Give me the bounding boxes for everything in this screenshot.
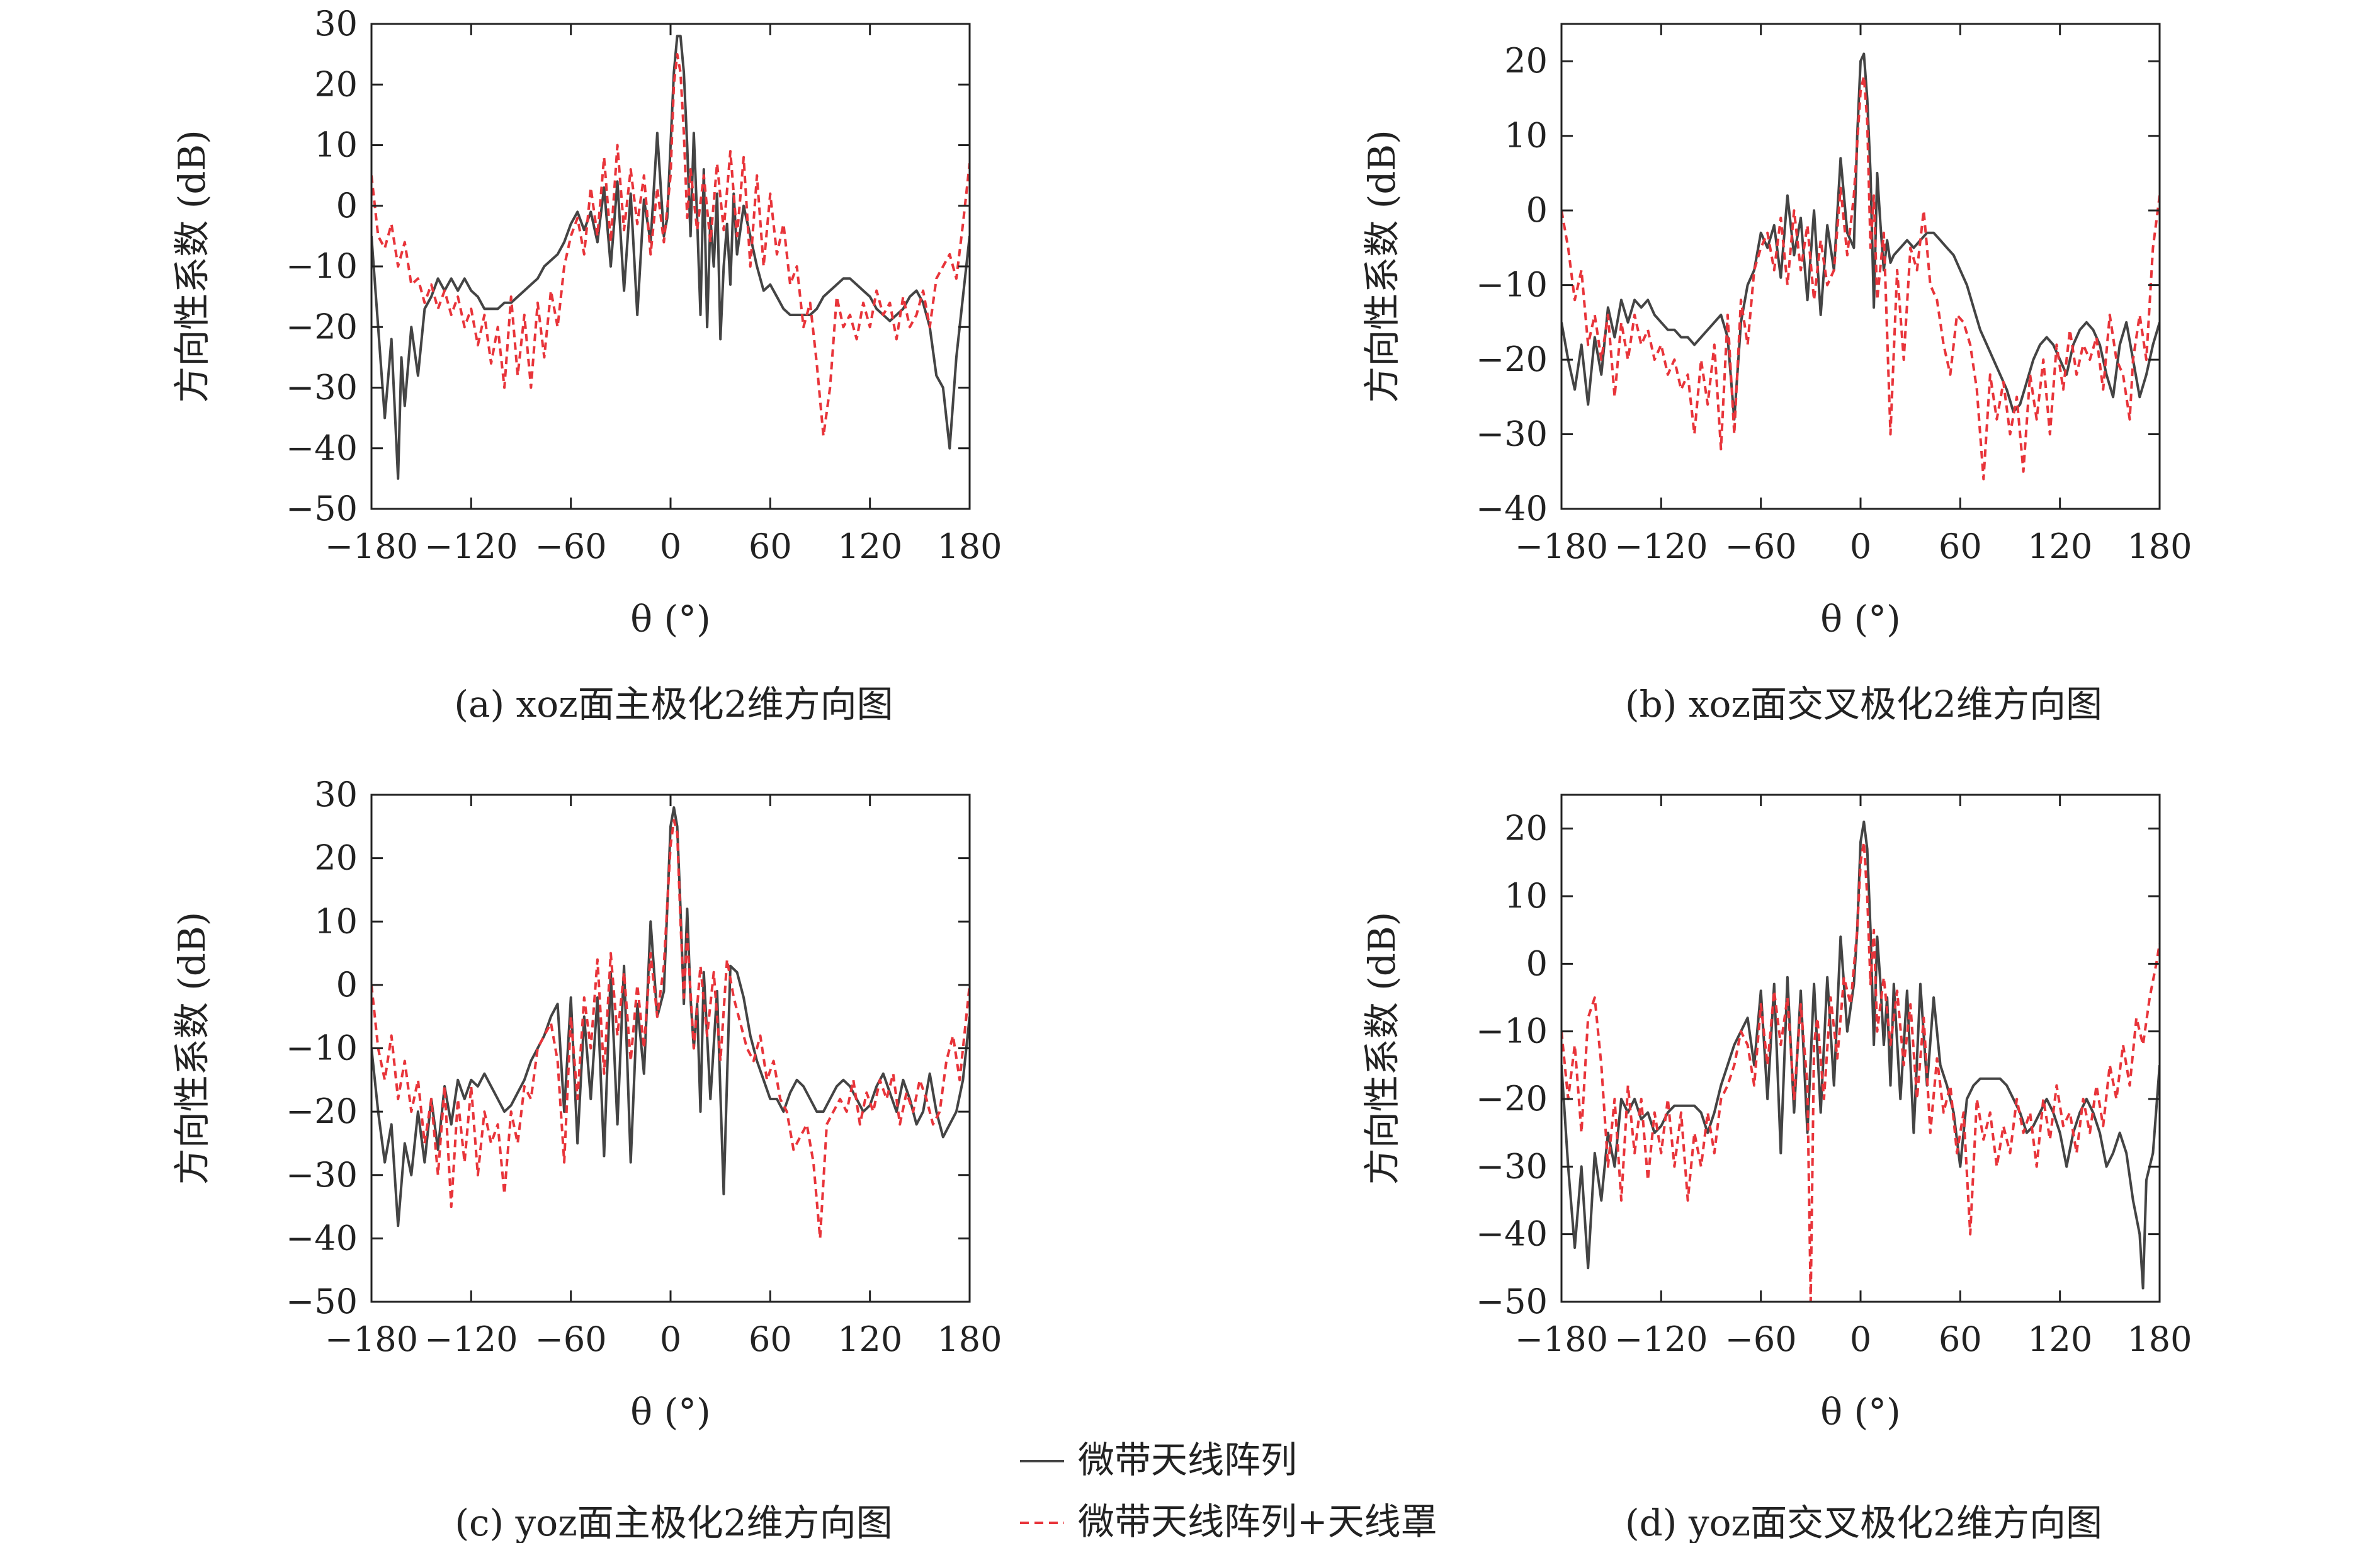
x-axis-label: θ (°) — [1820, 1391, 1901, 1433]
x-tick-label: 0 — [660, 1319, 681, 1359]
y-tick-label: −30 — [1476, 1146, 1548, 1186]
x-tick-label: −180 — [325, 1319, 418, 1359]
x-tick-label: 180 — [2127, 1319, 2192, 1359]
x-tick-label: −180 — [1515, 1319, 1608, 1359]
panel-caption: (a) xoz面主极化2维方向图 — [454, 683, 893, 726]
series-array-line — [1561, 52, 2160, 421]
y-tick-label: −20 — [286, 307, 358, 346]
y-tick-label: 20 — [314, 838, 358, 878]
y-tick-label: −40 — [1476, 489, 1548, 528]
x-tick-label: 120 — [2027, 527, 2092, 566]
y-tick-label: 20 — [314, 64, 358, 104]
panel-caption: (d) yoz面交叉极化2维方向图 — [1625, 1501, 2102, 1543]
plot-frame — [370, 23, 971, 510]
y-tick-label: 20 — [1504, 41, 1548, 81]
y-tick-label: −10 — [1476, 265, 1548, 305]
y-tick-label: 0 — [336, 186, 358, 225]
y-tick-label: 0 — [1526, 190, 1548, 230]
panel-d: −180 −120 −60 0 60 120 180 −50 −40 −30 −20 −10 0 10 20… — [1361, 794, 2192, 1543]
series-array-radome-line — [371, 53, 970, 438]
x-tick-label: −180 — [325, 527, 418, 566]
y-tick-label: 10 — [1504, 876, 1548, 916]
panel-caption: (c) yoz面主极化2维方向图 — [455, 1501, 892, 1543]
y-tick-label: −50 — [286, 1282, 358, 1321]
x-axis-label: θ (°) — [630, 598, 711, 641]
x-tick-label: 0 — [660, 527, 681, 566]
y-axis-label: 方向性系数 (dB) — [171, 130, 213, 402]
x-tick-label: 60 — [749, 527, 792, 566]
y-tick-label: −40 — [1476, 1214, 1548, 1254]
x-tick-label: −60 — [1725, 1319, 1797, 1359]
y-tick-label: −30 — [286, 1155, 358, 1195]
x-tick-label: 180 — [937, 527, 1002, 566]
x-tick-label: 60 — [1939, 527, 1982, 566]
panel-caption: (b) xoz面交叉极化2维方向图 — [1625, 683, 2102, 726]
series-array-line — [371, 806, 970, 1227]
x-tick-label: 60 — [749, 1319, 792, 1359]
series-array-line — [371, 35, 970, 480]
series-array-line — [1561, 820, 2160, 1290]
series-array-radome-line — [1561, 841, 2160, 1302]
legend-entry-1: 微带天线阵列+天线罩 — [1078, 1500, 1437, 1543]
x-tick-label: 60 — [1939, 1319, 1982, 1359]
panel-a: −180 −120 −60 0 60 120 180 −50 −40 −30 −20 −10 0 10 20… — [171, 4, 1002, 726]
panel-c: −180 −120 −60 0 60 120 180 −50 −40 −30 −20 −10 0 10 20… — [171, 775, 1002, 1543]
x-tick-label: −60 — [535, 1319, 607, 1359]
y-tick-label: 10 — [314, 125, 358, 165]
y-tick-label: −10 — [1476, 1011, 1548, 1051]
x-tick-label: −120 — [424, 1319, 518, 1359]
x-tick-label: −120 — [1614, 1319, 1708, 1359]
x-tick-label: 120 — [2027, 1319, 2092, 1359]
y-tick-label: −20 — [1476, 339, 1548, 379]
y-tick-label: −50 — [286, 489, 358, 528]
y-tick-label: 30 — [314, 4, 358, 43]
x-tick-label: 120 — [837, 1319, 902, 1359]
x-tick-label: −60 — [535, 527, 607, 566]
y-tick-label: −20 — [286, 1091, 358, 1131]
panel-b: −180 −120 −60 0 60 120 180 −40 −30 −20 −10 0 10 20 θ (… — [1361, 23, 2192, 726]
y-tick-label: −30 — [286, 368, 358, 407]
y-tick-label: −10 — [286, 1028, 358, 1068]
y-tick-label: 30 — [314, 775, 358, 814]
y-tick-label: 10 — [314, 901, 358, 941]
x-axis-label: θ (°) — [1820, 598, 1901, 641]
y-tick-label: −20 — [1476, 1079, 1548, 1119]
y-tick-label: −40 — [286, 1218, 358, 1258]
y-tick-label: −10 — [286, 246, 358, 286]
y-tick-label: 0 — [336, 965, 358, 1005]
x-tick-label: 180 — [2127, 527, 2192, 566]
y-axis-label: 方向性系数 (dB) — [1361, 130, 1403, 402]
y-tick-label: −40 — [286, 428, 358, 468]
x-tick-label: −60 — [1725, 527, 1797, 566]
x-tick-label: −120 — [1614, 527, 1708, 566]
legend: 微带天线阵列 微带天线阵列+天线罩 — [1020, 1438, 1437, 1543]
y-tick-label: 10 — [1504, 116, 1548, 156]
y-tick-label: −50 — [1476, 1282, 1548, 1321]
y-axis-label: 方向性系数 (dB) — [171, 912, 213, 1185]
x-tick-label: −120 — [424, 527, 518, 566]
series-array-radome-line — [371, 819, 970, 1240]
x-tick-label: 0 — [1850, 527, 1871, 566]
x-tick-label: −180 — [1515, 527, 1608, 566]
plot-frame — [370, 794, 971, 1303]
x-tick-label: 0 — [1850, 1319, 1871, 1359]
y-tick-label: 0 — [1526, 943, 1548, 983]
y-axis-label: 方向性系数 (dB) — [1361, 912, 1403, 1185]
y-tick-label: −30 — [1476, 414, 1548, 454]
legend-entry-0: 微带天线阵列 — [1078, 1438, 1297, 1481]
series-array-radome-line — [1561, 74, 2160, 481]
x-tick-label: 120 — [837, 527, 902, 566]
y-tick-label: 20 — [1504, 809, 1548, 848]
x-axis-label: θ (°) — [630, 1391, 711, 1433]
x-tick-label: 180 — [937, 1319, 1002, 1359]
